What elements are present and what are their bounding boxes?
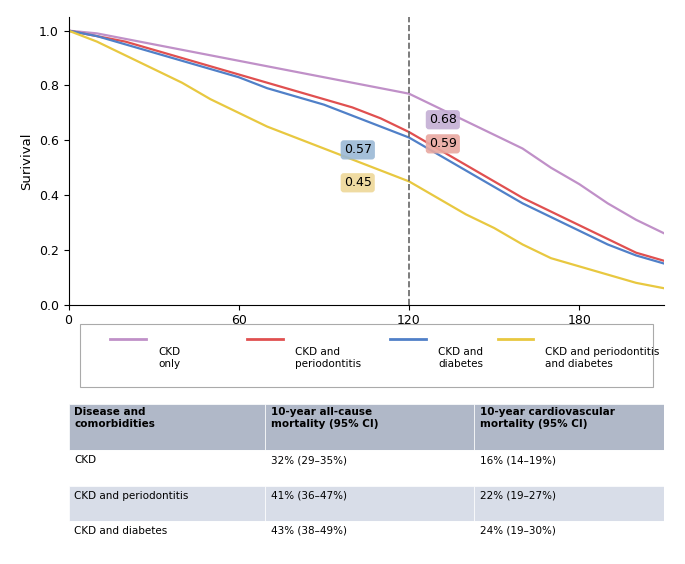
- Text: Disease and
comorbidities: Disease and comorbidities: [75, 407, 155, 429]
- Text: 16% (14–19%): 16% (14–19%): [479, 455, 556, 465]
- FancyBboxPatch shape: [474, 486, 664, 521]
- Text: CKD and
diabetes: CKD and diabetes: [438, 347, 483, 369]
- Y-axis label: Surivival: Surivival: [21, 132, 33, 190]
- Text: 22% (19–27%): 22% (19–27%): [479, 491, 556, 500]
- FancyBboxPatch shape: [265, 404, 474, 451]
- FancyBboxPatch shape: [80, 324, 653, 387]
- Text: 24% (19–30%): 24% (19–30%): [479, 526, 556, 536]
- FancyBboxPatch shape: [265, 486, 474, 521]
- FancyBboxPatch shape: [68, 521, 265, 557]
- Text: 0.68: 0.68: [429, 113, 457, 126]
- Text: CKD and diabetes: CKD and diabetes: [75, 526, 168, 536]
- Text: 0.57: 0.57: [344, 143, 372, 156]
- FancyBboxPatch shape: [68, 486, 265, 521]
- FancyBboxPatch shape: [474, 404, 664, 451]
- Text: 10-year all-cause
mortality (95% CI): 10-year all-cause mortality (95% CI): [271, 407, 379, 429]
- FancyBboxPatch shape: [68, 451, 265, 486]
- Text: 0.45: 0.45: [344, 177, 372, 190]
- Text: CKD
only: CKD only: [158, 347, 180, 369]
- FancyBboxPatch shape: [474, 451, 664, 486]
- Text: 0.59: 0.59: [429, 138, 457, 151]
- Text: 10-year cardiovascular
mortality (95% CI): 10-year cardiovascular mortality (95% CI…: [479, 407, 614, 429]
- Text: 32% (29–35%): 32% (29–35%): [271, 455, 347, 465]
- FancyBboxPatch shape: [474, 521, 664, 557]
- Text: 43% (38–49%): 43% (38–49%): [271, 526, 347, 536]
- Text: CKD and periodontitis: CKD and periodontitis: [75, 491, 189, 500]
- Text: CKD and
periodontitis: CKD and periodontitis: [295, 347, 361, 369]
- Text: 41% (36–47%): 41% (36–47%): [271, 491, 347, 500]
- FancyBboxPatch shape: [265, 451, 474, 486]
- Text: CKD and periodontitis
and diabetes: CKD and periodontitis and diabetes: [545, 347, 660, 369]
- FancyBboxPatch shape: [265, 521, 474, 557]
- Text: CKD: CKD: [75, 455, 97, 465]
- X-axis label: Analysis time (months): Analysis time (months): [290, 333, 443, 346]
- FancyBboxPatch shape: [68, 404, 265, 451]
